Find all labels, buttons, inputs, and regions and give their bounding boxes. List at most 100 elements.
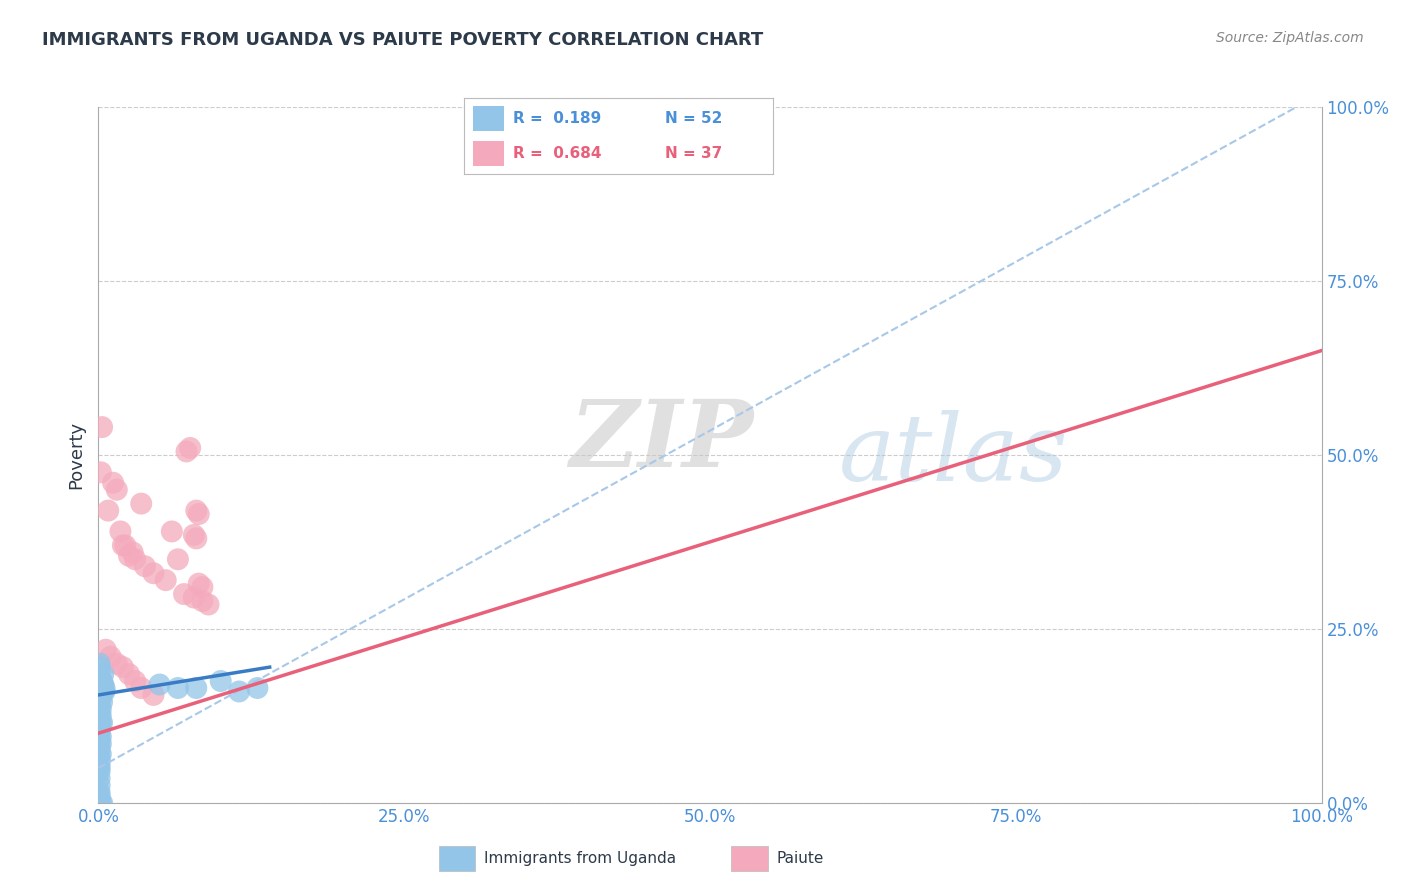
Point [90, 674, 112, 689]
Point [228, 684, 250, 698]
Point [179, 441, 201, 455]
Point [186, 681, 208, 695]
Point [90, 691, 112, 706]
Point [89, 657, 111, 671]
Point [89, 681, 111, 695]
Point [90, 708, 112, 723]
Point [183, 528, 205, 542]
Point [90, 702, 112, 716]
Point [89, 667, 111, 681]
Text: Immigrants from Uganda: Immigrants from Uganda [484, 851, 676, 866]
Y-axis label: Poverty: Poverty [67, 421, 86, 489]
Point [91, 715, 114, 730]
Point [100, 649, 122, 664]
Point [114, 538, 136, 552]
Text: R =  0.189: R = 0.189 [513, 112, 602, 126]
Point [111, 538, 134, 552]
Point [197, 598, 219, 612]
Point [176, 444, 198, 458]
Point [191, 580, 214, 594]
Point [155, 573, 177, 587]
Point [91, 674, 114, 689]
Point [90, 730, 112, 744]
Point [187, 507, 209, 521]
Point [89, 757, 111, 772]
Point [134, 559, 156, 574]
Point [89, 754, 111, 768]
Point [91, 667, 114, 681]
Point [118, 549, 141, 563]
Point [89, 785, 111, 799]
Point [90, 715, 112, 730]
Point [89, 712, 111, 726]
Point [160, 524, 183, 539]
Point [129, 681, 152, 695]
Point [90, 674, 112, 689]
Point [91, 677, 114, 691]
Point [246, 681, 269, 695]
Point [90, 737, 112, 751]
Point [111, 660, 134, 674]
Text: ZIP: ZIP [569, 396, 754, 486]
Point [89, 772, 111, 786]
Text: R =  0.684: R = 0.684 [513, 146, 602, 161]
Point [124, 552, 146, 566]
Point [90, 796, 112, 810]
Point [89, 733, 111, 747]
Point [118, 667, 141, 681]
Point [101, 475, 124, 490]
Point [89, 688, 111, 702]
Point [90, 747, 112, 761]
Point [167, 681, 190, 695]
Point [186, 532, 208, 546]
Point [121, 545, 143, 559]
Point [142, 566, 165, 581]
Point [129, 497, 152, 511]
Point [89, 744, 111, 758]
Text: Paiute: Paiute [776, 851, 824, 866]
Point [89, 660, 111, 674]
Text: IMMIGRANTS FROM UGANDA VS PAIUTE POVERTY CORRELATION CHART: IMMIGRANTS FROM UGANDA VS PAIUTE POVERTY… [42, 31, 763, 49]
Point [110, 524, 132, 539]
Point [105, 483, 128, 497]
Text: N = 37: N = 37 [665, 146, 723, 161]
Text: atlas: atlas [838, 410, 1069, 500]
Point [91, 420, 114, 434]
Point [89, 761, 111, 775]
Point [91, 681, 114, 695]
Point [89, 706, 111, 720]
FancyBboxPatch shape [474, 141, 505, 166]
Point [89, 792, 111, 806]
FancyBboxPatch shape [731, 847, 768, 871]
Point [89, 726, 111, 740]
FancyBboxPatch shape [439, 847, 475, 871]
Point [97, 503, 120, 517]
Point [90, 466, 112, 480]
Point [209, 674, 232, 689]
Point [89, 740, 111, 755]
Point [91, 695, 114, 709]
FancyBboxPatch shape [474, 106, 505, 131]
Text: N = 52: N = 52 [665, 112, 723, 126]
Point [91, 684, 114, 698]
Point [173, 587, 195, 601]
Point [89, 750, 111, 764]
Point [167, 552, 190, 566]
Point [186, 503, 208, 517]
Point [183, 591, 205, 605]
Point [89, 796, 111, 810]
Point [149, 677, 172, 691]
Point [89, 719, 111, 733]
Point [93, 684, 115, 698]
Point [90, 684, 112, 698]
Point [89, 698, 111, 713]
Point [124, 674, 146, 689]
Point [105, 657, 128, 671]
Point [191, 594, 214, 608]
Point [89, 764, 111, 779]
Text: Source: ZipAtlas.com: Source: ZipAtlas.com [1216, 31, 1364, 45]
Point [93, 681, 115, 695]
Point [89, 723, 111, 737]
Point [89, 778, 111, 792]
Point [142, 688, 165, 702]
